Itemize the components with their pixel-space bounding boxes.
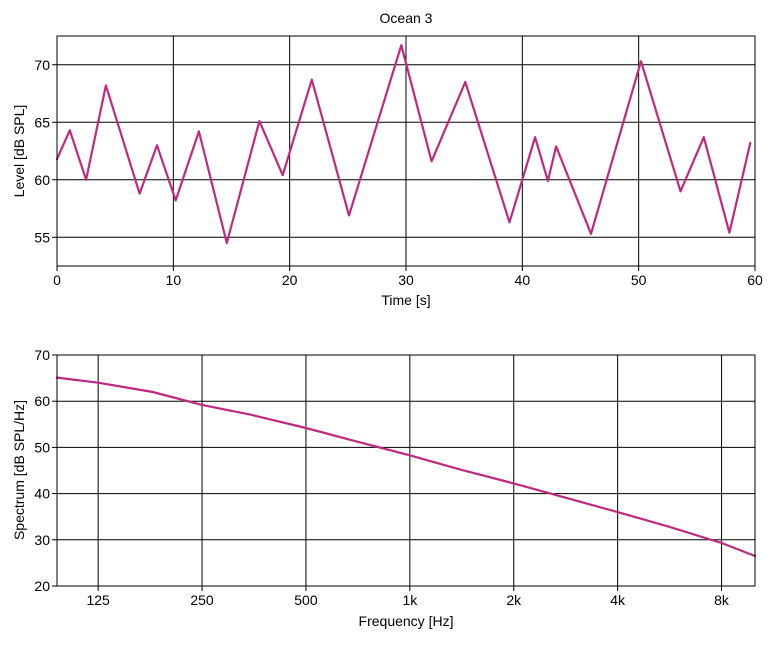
- level-xtick-label: 0: [53, 272, 61, 288]
- level-data-point: [281, 174, 284, 177]
- spectrum-xlabel: Frequency [Hz]: [359, 613, 454, 629]
- figure-title: Ocean 3: [380, 10, 433, 26]
- level-data-point: [258, 120, 261, 122]
- spectrum-xtick-label: 8k: [714, 592, 730, 608]
- level-data-point: [105, 84, 107, 87]
- spectrum-data-point: [512, 482, 515, 485]
- level-xtick-label: 30: [398, 272, 414, 288]
- spectrum-plot: Frequency [Hz] Spectrum [dB SPL/Hz] 125 2…: [11, 347, 757, 629]
- level-xtick-label: 10: [166, 272, 182, 288]
- level-data-point: [310, 78, 313, 81]
- level-ytick-label: 55: [34, 229, 50, 245]
- level-data-point: [68, 129, 71, 132]
- level-xtick-label: 20: [282, 272, 298, 288]
- spectrum-xtick-label: 500: [294, 592, 318, 608]
- level-data-point: [508, 221, 511, 224]
- spectrum-xtick-label: 2k: [506, 592, 522, 608]
- level-data-point: [464, 81, 467, 83]
- level-data-point: [400, 44, 403, 47]
- level-data-point: [679, 190, 682, 193]
- level-data-point: [590, 232, 592, 235]
- spectrum-data-point: [408, 454, 411, 457]
- spectrum-data-point: [97, 381, 99, 384]
- level-ytick-label: 60: [34, 172, 50, 188]
- level-data-point: [348, 214, 350, 217]
- spectrum-plot-frame: [56, 354, 756, 587]
- level-data-point: [156, 144, 158, 147]
- level-data-point: [547, 180, 549, 182]
- spectrum-xtick-label: 250: [190, 592, 214, 608]
- level-data-point: [85, 178, 87, 181]
- spectrum-data-point: [151, 391, 154, 393]
- level-data-point: [749, 142, 752, 144]
- level-data-point: [555, 145, 557, 148]
- spectrum-ylabel: Spectrum [dB SPL/Hz]: [11, 400, 27, 540]
- spectrum-ytick-label: 50: [34, 439, 50, 455]
- level-ylabel: Level [dB SPL]: [11, 105, 27, 198]
- level-data-point: [534, 136, 536, 139]
- spectrum-ytick-label: 60: [34, 393, 50, 409]
- spectrum-ytick-label: 40: [34, 486, 50, 502]
- spectrum-data-point: [720, 542, 723, 544]
- spectrum-xtick-label: 125: [86, 592, 110, 608]
- spectrum-data-point: [355, 440, 358, 443]
- spectrum-ytick-label: 30: [34, 532, 50, 548]
- spectrum-data-point: [251, 414, 254, 416]
- level-xtick-label: 50: [631, 272, 647, 288]
- level-series-line-0: [55, 44, 752, 245]
- level-data-point: [728, 231, 731, 234]
- spectrum-ytick-label: 20: [34, 578, 50, 594]
- level-data-point: [174, 199, 177, 202]
- level-ytick-label: 70: [34, 57, 50, 73]
- spectrum-xtick-label: 1k: [402, 592, 418, 608]
- spectrum-data-point: [616, 511, 619, 513]
- spectrum-data-point: [563, 496, 566, 499]
- level-ytick-label: 65: [34, 114, 50, 130]
- level-data-point: [702, 136, 705, 139]
- spectrum-data-point: [459, 468, 462, 471]
- level-xtick-label: 60: [747, 272, 763, 288]
- level-xtick-label: 40: [515, 272, 531, 288]
- level-plot: Time [s] Level [dB SPL] 0 10 20 30 40 50 60 55 6…: [11, 35, 763, 308]
- spectrum-data-point: [667, 525, 669, 528]
- level-data-point: [198, 130, 200, 133]
- spectrum-xtick-label: 4k: [610, 592, 626, 608]
- level-data-point: [430, 160, 433, 163]
- spectrum-data-point: [305, 427, 307, 429]
- spectrum-ytick-label: 70: [34, 347, 50, 363]
- level-data-point: [225, 242, 228, 244]
- level-data-point: [640, 60, 642, 63]
- spectrum-data-point: [201, 404, 203, 406]
- level-data-point: [138, 192, 141, 195]
- level-xlabel: Time [s]: [381, 292, 430, 308]
